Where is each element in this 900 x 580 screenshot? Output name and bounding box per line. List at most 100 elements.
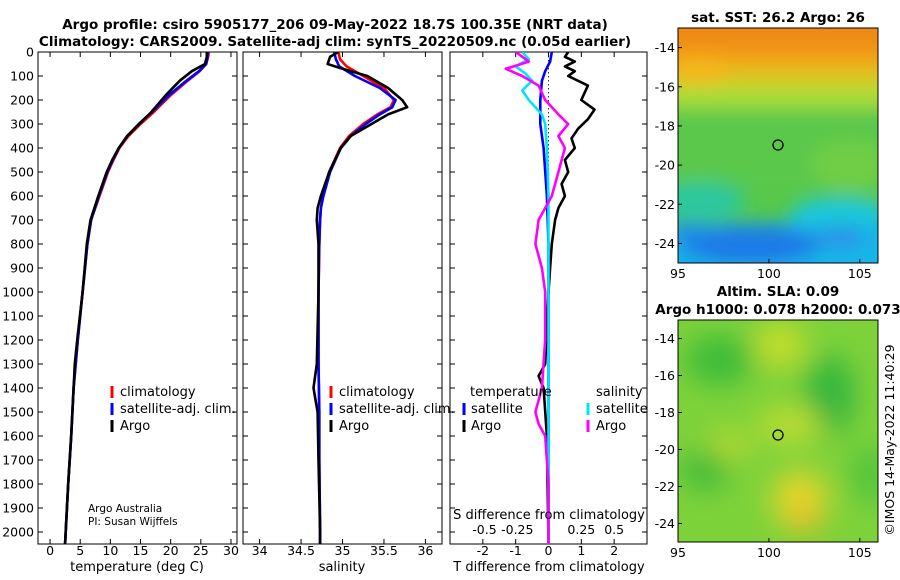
x-tick-label: 30: [223, 543, 239, 558]
legend-label: climatology: [120, 385, 196, 400]
y-tick-label: 2000: [2, 525, 34, 540]
y-tick-label: 500: [10, 165, 34, 180]
legend-title-salinity: salinity: [596, 385, 643, 400]
y-tick-label: 1600: [2, 429, 34, 444]
y-tick-label: 900: [10, 261, 34, 276]
difference-ticks: -2 -1 0 1 2 -0.5 -0.25 0.25 0.5: [450, 51, 647, 558]
sla-map-field: [678, 320, 878, 542]
salinity-ticks: 34 34.5 35 35.5 36: [243, 51, 442, 558]
map-x-tick-label: 105: [848, 266, 872, 281]
x-tick-label: 35: [335, 543, 351, 558]
legend-title-temperature: temperature: [470, 385, 552, 400]
legend-label: Argo: [596, 419, 626, 434]
y-tick-label: 1200: [2, 333, 34, 348]
map-y-tick-label: -16: [655, 79, 675, 94]
x-tick-label: 2: [610, 543, 618, 558]
map-y-tick-label: -18: [655, 118, 675, 133]
difference-series: [504, 52, 596, 544]
legend-label: satellite: [471, 402, 523, 417]
map-y-tick-label: -22: [655, 197, 675, 212]
x-tick-label: 20: [163, 543, 179, 558]
legend-label: Argo: [471, 419, 501, 434]
sst-map-title: sat. SST: 26.2 Argo: 26: [691, 10, 865, 26]
series-line: [514, 52, 550, 544]
difference-xlabel: T difference from climatology: [452, 560, 645, 575]
sst-map-field: [678, 28, 878, 263]
temperature-series: [63, 52, 210, 544]
map-x-tick-label: 105: [848, 545, 872, 560]
legend-label: satellite-adj. clim.: [120, 402, 236, 417]
series-line: [312, 52, 409, 544]
sla-map-ticks: 95 100 105 -14 -16 -18 -20 -22 -24: [655, 331, 872, 560]
sla-map-title: Altim. SLA: 0.09: [717, 284, 839, 300]
x-tick-label: -2: [477, 543, 489, 558]
y-tick-label: 1300: [2, 357, 34, 372]
imos-timestamp: ©IMOS 14-May-2022 11:40:29: [882, 344, 897, 535]
x2-tick-label: 0.5: [604, 522, 624, 537]
sst-map-axes: [677, 27, 879, 264]
sla-map-axes: [677, 319, 879, 543]
map-y-tick-label: -20: [655, 442, 675, 457]
sla-map-subtitle: Argo h1000: 0.078 h2000: 0.073: [655, 302, 900, 318]
y-tick-label: 1900: [2, 501, 34, 516]
sst-map-ticks: 95 100 105 -14 -16 -18 -20 -22 -24: [655, 40, 872, 281]
x2-tick-label: 0.25: [567, 522, 595, 537]
x-tick-label: 5: [76, 543, 84, 558]
legend-label: climatology: [339, 385, 415, 400]
series-line: [63, 52, 209, 544]
difference-legend: temperature satellite Argo salinity sate…: [462, 385, 648, 434]
salinity-xlabel: salinity: [319, 560, 366, 575]
map-y-tick-label: -20: [655, 158, 675, 173]
credit-line2: PI: Susan Wijffels: [88, 516, 178, 528]
legend-label: satellite: [596, 402, 648, 417]
y-tick-label: 1400: [2, 381, 34, 396]
salinity-axes: [242, 51, 443, 545]
map-y-tick-label: -22: [655, 479, 675, 494]
figure-title-line2: Climatology: CARS2009. Satellite-adj cli…: [39, 34, 631, 50]
temperature-axes: [37, 51, 238, 545]
x-tick-label: 36: [417, 543, 433, 558]
map-x-tick-label: 95: [670, 266, 686, 281]
temperature-ticks: 0 5 10 15 20 25 300100200300400500600700800900…: [2, 45, 239, 559]
y-tick-label: 1700: [2, 453, 34, 468]
salinity-series: [312, 52, 409, 544]
salinity-legend: climatology satellite-adj. clim. Argo: [329, 385, 455, 434]
credit-line1: Argo Australia: [88, 503, 162, 515]
map-x-tick-label: 100: [757, 545, 781, 560]
y-tick-label: 1500: [2, 405, 34, 420]
x-tick-label: 0: [545, 543, 553, 558]
y-tick-label: 700: [10, 213, 34, 228]
difference-x2label: S difference from climatology: [453, 508, 645, 523]
y-tick-label: 600: [10, 189, 34, 204]
x-tick-label: 1: [577, 543, 585, 558]
map-y-tick-label: -16: [655, 368, 675, 383]
legend-label: Argo: [120, 419, 150, 434]
x-tick-label: 10: [102, 543, 118, 558]
y-tick-label: 400: [10, 141, 34, 156]
x-tick-label: -1: [509, 543, 521, 558]
legend-label: Argo: [339, 419, 369, 434]
legend-label: satellite-adj. clim.: [339, 402, 455, 417]
map-y-tick-label: -14: [655, 40, 675, 55]
sst-argo-marker: [772, 139, 784, 151]
x-tick-label: 15: [133, 543, 149, 558]
x-tick-label: 0: [46, 543, 54, 558]
y-tick-label: 800: [10, 237, 34, 252]
x-tick-label: 34: [252, 543, 268, 558]
y-tick-label: 1800: [2, 477, 34, 492]
y-tick-label: 100: [10, 69, 34, 84]
y-tick-label: 200: [10, 93, 34, 108]
map-x-tick-label: 100: [757, 266, 781, 281]
y-tick-label: 1100: [2, 309, 34, 324]
sla-argo-marker: [772, 429, 784, 441]
map-x-tick-label: 95: [670, 545, 686, 560]
temperature-legend: climatology satellite-adj. clim. Argo: [110, 385, 236, 434]
series-line: [504, 52, 570, 544]
y-tick-label: 300: [10, 117, 34, 132]
x2-tick-label: -0.5: [472, 522, 496, 537]
y-tick-label: 1000: [2, 285, 34, 300]
map-y-tick-label: -24: [655, 516, 675, 531]
map-y-tick-label: -24: [655, 236, 675, 251]
temperature-xlabel: temperature (deg C): [70, 560, 204, 575]
